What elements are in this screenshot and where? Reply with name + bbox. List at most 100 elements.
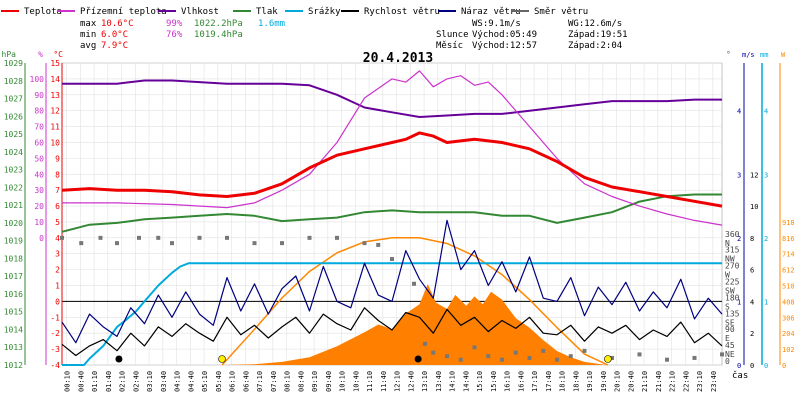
axis-unit: °C bbox=[53, 50, 63, 59]
sun-set: Západ:19:51 bbox=[568, 30, 628, 40]
wind-direction-mark bbox=[98, 235, 103, 240]
x-tick-label: 09:40 bbox=[325, 371, 333, 392]
legend-label: Směr větru bbox=[534, 7, 588, 17]
axis-tick-label: 10 bbox=[750, 203, 758, 211]
x-tick-label: 16:10 bbox=[504, 371, 512, 392]
x-tick-label: 13:10 bbox=[421, 371, 429, 392]
axis-tick-label: 4 bbox=[750, 298, 754, 306]
stat-max-temp: 10.6°C bbox=[101, 19, 134, 29]
x-tick-label: 23:10 bbox=[696, 371, 704, 392]
axis-tick-label: 1 bbox=[737, 298, 741, 306]
wind-direction-mark bbox=[720, 352, 724, 357]
x-tick-label: 02:40 bbox=[132, 371, 140, 392]
axis-tick-label: 13 bbox=[50, 91, 60, 100]
wind-direction-mark bbox=[472, 345, 477, 350]
legend-label: Srážky bbox=[308, 7, 341, 17]
wind-direction-mark bbox=[486, 354, 491, 359]
axis-tick-label: 100 bbox=[30, 75, 45, 84]
axis-tick-label: 0 bbox=[55, 297, 60, 306]
axis-tick-label: 1025 bbox=[4, 130, 23, 139]
axis-tick-label: 1 bbox=[55, 282, 60, 291]
x-tick-label: 21:40 bbox=[655, 371, 663, 392]
wind-direction-mark bbox=[500, 357, 504, 362]
axis-tick-label: 4 bbox=[737, 108, 741, 116]
wind-direction-mark bbox=[390, 257, 394, 262]
wind-direction-mark bbox=[445, 354, 449, 359]
x-tick-label: 03:40 bbox=[160, 371, 168, 392]
axis-tick-label: 20 bbox=[34, 202, 44, 211]
wind-direction-mark bbox=[582, 348, 587, 353]
axis-tick-label: 50 bbox=[34, 154, 44, 163]
axis-tick-label: N bbox=[725, 239, 730, 248]
stat-min-temp: 6.0°C bbox=[101, 30, 128, 40]
axis-tick-label: SW bbox=[725, 287, 735, 296]
wind-direction-mark bbox=[458, 357, 463, 362]
legend-label: Náraz větru bbox=[461, 7, 521, 17]
legend-item: Náraz větru bbox=[438, 7, 521, 17]
axis-tick-label: 8 bbox=[55, 170, 60, 179]
x-tick-label: 06:40 bbox=[242, 371, 250, 392]
wind-direction-mark bbox=[376, 242, 381, 247]
wind-direction-mark bbox=[555, 357, 559, 362]
axis-tick-label: 10 bbox=[50, 138, 60, 147]
wind-direction-mark bbox=[60, 235, 64, 240]
wind-direction-mark bbox=[610, 355, 614, 360]
axis-tick-label: 360 bbox=[725, 230, 740, 239]
legend-item: Směr větru bbox=[511, 7, 588, 17]
axis-tick-label: 306 bbox=[782, 314, 795, 322]
axis-tick-label: 3 bbox=[55, 250, 60, 259]
x-tick-label: 14:40 bbox=[462, 371, 470, 392]
x-tick-label: 22:40 bbox=[682, 371, 690, 392]
legend-item: Tlak bbox=[233, 7, 278, 17]
axis-unit: % bbox=[38, 50, 43, 59]
axis-tick-label: W bbox=[725, 271, 730, 280]
sun-rise: Východ:05:49 bbox=[472, 30, 537, 40]
axis-tick-label: -2 bbox=[50, 329, 60, 338]
sun-marker-icon bbox=[218, 355, 226, 363]
axis-tick-label: -1 bbox=[50, 313, 60, 322]
axis-tick-label: 270 bbox=[725, 262, 740, 271]
axis-tick-label: 11 bbox=[50, 123, 60, 132]
axis-tick-label: 1013 bbox=[4, 343, 23, 352]
axis-tick-label: 1029 bbox=[4, 59, 23, 68]
axis-tick-label: 1019 bbox=[4, 237, 23, 246]
axis-tick-label: 2 bbox=[764, 235, 768, 243]
wind-direction-mark bbox=[431, 350, 436, 355]
rain-axis: mm 0 1 2 3 4 bbox=[760, 51, 768, 370]
moon-marker-icon bbox=[414, 355, 422, 363]
x-tick-label: 13:40 bbox=[435, 371, 443, 392]
x-tick-label: 17:40 bbox=[545, 371, 553, 392]
axis-tick-label: 714 bbox=[782, 251, 795, 259]
sun-marker-icon bbox=[604, 355, 612, 363]
x-tick-label: 19:10 bbox=[586, 371, 594, 392]
axis-tick-label: 1020 bbox=[4, 219, 23, 228]
axis-tick-label: 2 bbox=[737, 235, 741, 243]
stat-min-label: min bbox=[80, 30, 96, 40]
x-tick-label: 21:10 bbox=[641, 371, 649, 392]
x-tick-label: 04:10 bbox=[174, 371, 182, 392]
stat-avg-temp: 7.9°C bbox=[101, 41, 128, 51]
axis-tick-label: 0 bbox=[782, 362, 786, 370]
stat-avg-label: avg bbox=[80, 41, 96, 51]
x-tick-label: 18:40 bbox=[572, 371, 580, 392]
axis-tick-label: 135 bbox=[725, 309, 740, 318]
legend-item: Přízemní teplota bbox=[57, 7, 167, 17]
wind-direction-mark bbox=[527, 355, 532, 360]
wind-direction-mark bbox=[541, 348, 546, 353]
x-tick-label: 11:10 bbox=[366, 371, 374, 392]
wind-direction-mark bbox=[280, 241, 284, 246]
axis-tick-label: NW bbox=[725, 255, 735, 264]
axis-tick-label: 8 bbox=[750, 235, 754, 243]
axis-tick-label: 315 bbox=[725, 246, 740, 255]
axis-tick-label: 1018 bbox=[4, 254, 23, 263]
chart-title: 20.4.2013 bbox=[363, 51, 433, 66]
x-tick-label: 10:40 bbox=[352, 371, 360, 392]
x-tick-label: 11:40 bbox=[380, 371, 388, 392]
x-tick-label: 00:40 bbox=[77, 371, 85, 392]
axis-tick-label: 2 bbox=[55, 266, 60, 275]
series-solar-area bbox=[221, 284, 607, 365]
series-rychlost-v-tru bbox=[61, 307, 723, 357]
x-tick-label: 18:10 bbox=[559, 371, 567, 392]
legend-label: Přízemní teplota bbox=[80, 7, 167, 17]
axis-tick-label: 1017 bbox=[4, 272, 23, 281]
